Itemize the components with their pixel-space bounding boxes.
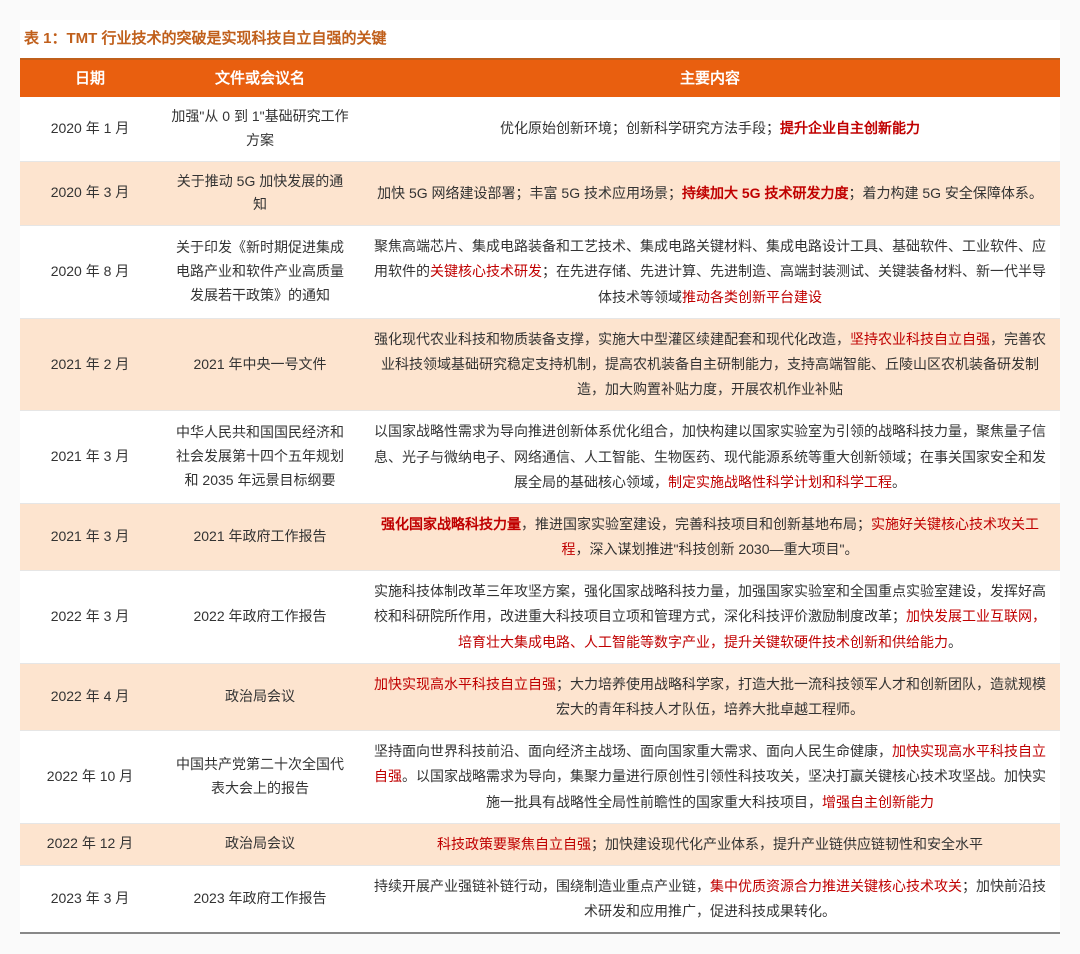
table-row: 2020 年 1 月加强"从 0 到 1"基础研究工作方案优化原始创新环境；创新…: [20, 97, 1060, 161]
highlight-text: 提升企业自主创新能力: [780, 120, 920, 136]
cell-date: 2022 年 4 月: [20, 663, 160, 730]
table-row: 2021 年 2 月2021 年中央一号文件强化现代农业科技和物质装备支撑，实施…: [20, 318, 1060, 411]
highlight-text: 科技政策要聚焦自立自强: [437, 836, 591, 852]
cell-document: 中华人民共和国国民经济和社会发展第十四个五年规划和 2035 年远景目标纲要: [160, 411, 360, 504]
cell-date: 2021 年 3 月: [20, 503, 160, 570]
highlight-text: 强化国家战略科技力量: [381, 516, 521, 532]
table-row: 2022 年 4 月政治局会议加快实现高水平科技自立自强；大力培养使用战略科学家…: [20, 663, 1060, 730]
col-document: 文件或会议名: [160, 59, 360, 98]
table-row: 2021 年 3 月中华人民共和国国民经济和社会发展第十四个五年规划和 2035…: [20, 411, 1060, 504]
cell-document: 2022 年政府工作报告: [160, 571, 360, 664]
header-row: 日期 文件或会议名 主要内容: [20, 59, 1060, 98]
cell-document: 关于推动 5G 加快发展的通知: [160, 161, 360, 226]
table-row: 2022 年 3 月2022 年政府工作报告实施科技体制改革三年攻坚方案，强化国…: [20, 571, 1060, 664]
cell-date: 2021 年 3 月: [20, 411, 160, 504]
cell-content: 聚焦高端芯片、集成电路装备和工艺技术、集成电路关键材料、集成电路设计工具、基础软…: [360, 226, 1060, 319]
highlight-text: 制定实施战略性科学计划和科学工程: [668, 474, 892, 490]
cell-content: 加快 5G 网络建设部署；丰富 5G 技术应用场景；持续加大 5G 技术研发力度…: [360, 161, 1060, 226]
cell-date: 2020 年 8 月: [20, 226, 160, 319]
cell-date: 2023 年 3 月: [20, 865, 160, 933]
cell-date: 2022 年 3 月: [20, 571, 160, 664]
highlight-text: 集中优质资源合力推进关键核心技术攻关: [710, 878, 962, 894]
cell-document: 2021 年中央一号文件: [160, 318, 360, 411]
cell-document: 加强"从 0 到 1"基础研究工作方案: [160, 97, 360, 161]
cell-content: 科技政策要聚焦自立自强；加快建设现代化产业体系，提升产业链供应链韧性和安全水平: [360, 823, 1060, 865]
highlight-text: 加快发展工业互联网，培育壮大集成电路、人工智能等数字产业，提升关键软硬件技术创新…: [458, 608, 1046, 649]
highlight-text: 加快实现高水平科技自立自强: [374, 743, 1046, 784]
table-row: 2020 年 8 月关于印发《新时期促进集成电路产业和软件产业高质量发展若干政策…: [20, 226, 1060, 319]
highlight-text: 关键核心技术研发: [430, 263, 542, 279]
cell-document: 政治局会议: [160, 663, 360, 730]
cell-date: 2020 年 3 月: [20, 161, 160, 226]
highlight-text: 推动各类创新平台建设: [682, 289, 822, 305]
cell-date: 2020 年 1 月: [20, 97, 160, 161]
highlight-text: 加快实现高水平科技自立自强: [374, 676, 556, 692]
col-content: 主要内容: [360, 59, 1060, 98]
cell-content: 强化国家战略科技力量，推进国家实验室建设，完善科技项目和创新基地布局；实施好关键…: [360, 503, 1060, 570]
cell-document: 2021 年政府工作报告: [160, 503, 360, 570]
cell-date: 2022 年 10 月: [20, 731, 160, 824]
cell-date: 2022 年 12 月: [20, 823, 160, 865]
highlight-text: 坚持农业科技自立自强: [850, 331, 990, 347]
cell-document: 2023 年政府工作报告: [160, 865, 360, 933]
cell-content: 以国家战略性需求为导向推进创新体系优化组合，加快构建以国家实验室为引领的战略科技…: [360, 411, 1060, 504]
cell-content: 优化原始创新环境；创新科学研究方法手段；提升企业自主创新能力: [360, 97, 1060, 161]
cell-date: 2021 年 2 月: [20, 318, 160, 411]
cell-document: 关于印发《新时期促进集成电路产业和软件产业高质量发展若干政策》的通知: [160, 226, 360, 319]
table-title: 表 1：TMT 行业技术的突破是实现科技自立自强的关键: [20, 20, 1060, 58]
highlight-text: 实施好关键核心技术攻关工程: [562, 516, 1040, 557]
cell-document: 政治局会议: [160, 823, 360, 865]
col-date: 日期: [20, 59, 160, 98]
table-row: 2021 年 3 月2021 年政府工作报告强化国家战略科技力量，推进国家实验室…: [20, 503, 1060, 570]
policy-table: 日期 文件或会议名 主要内容 2020 年 1 月加强"从 0 到 1"基础研究…: [20, 58, 1060, 935]
cell-document: 中国共产党第二十次全国代表大会上的报告: [160, 731, 360, 824]
cell-content: 加快实现高水平科技自立自强；大力培养使用战略科学家，打造大批一流科技领军人才和创…: [360, 663, 1060, 730]
table-row: 2020 年 3 月关于推动 5G 加快发展的通知加快 5G 网络建设部署；丰富…: [20, 161, 1060, 226]
table-row: 2022 年 12 月政治局会议科技政策要聚焦自立自强；加快建设现代化产业体系，…: [20, 823, 1060, 865]
highlight-text: 增强自主创新能力: [822, 794, 934, 810]
cell-content: 强化现代农业科技和物质装备支撑，实施大中型灌区续建配套和现代化改造，坚持农业科技…: [360, 318, 1060, 411]
cell-content: 实施科技体制改革三年攻坚方案，强化国家战略科技力量，加强国家实验室和全国重点实验…: [360, 571, 1060, 664]
table-row: 2023 年 3 月2023 年政府工作报告持续开展产业强链补链行动，围绕制造业…: [20, 865, 1060, 933]
highlight-text: 持续加大 5G 技术研发力度: [682, 185, 848, 201]
cell-content: 坚持面向世界科技前沿、面向经济主战场、面向国家重大需求、面向人民生命健康，加快实…: [360, 731, 1060, 824]
table-row: 2022 年 10 月中国共产党第二十次全国代表大会上的报告坚持面向世界科技前沿…: [20, 731, 1060, 824]
cell-content: 持续开展产业强链补链行动，围绕制造业重点产业链，集中优质资源合力推进关键核心技术…: [360, 865, 1060, 933]
